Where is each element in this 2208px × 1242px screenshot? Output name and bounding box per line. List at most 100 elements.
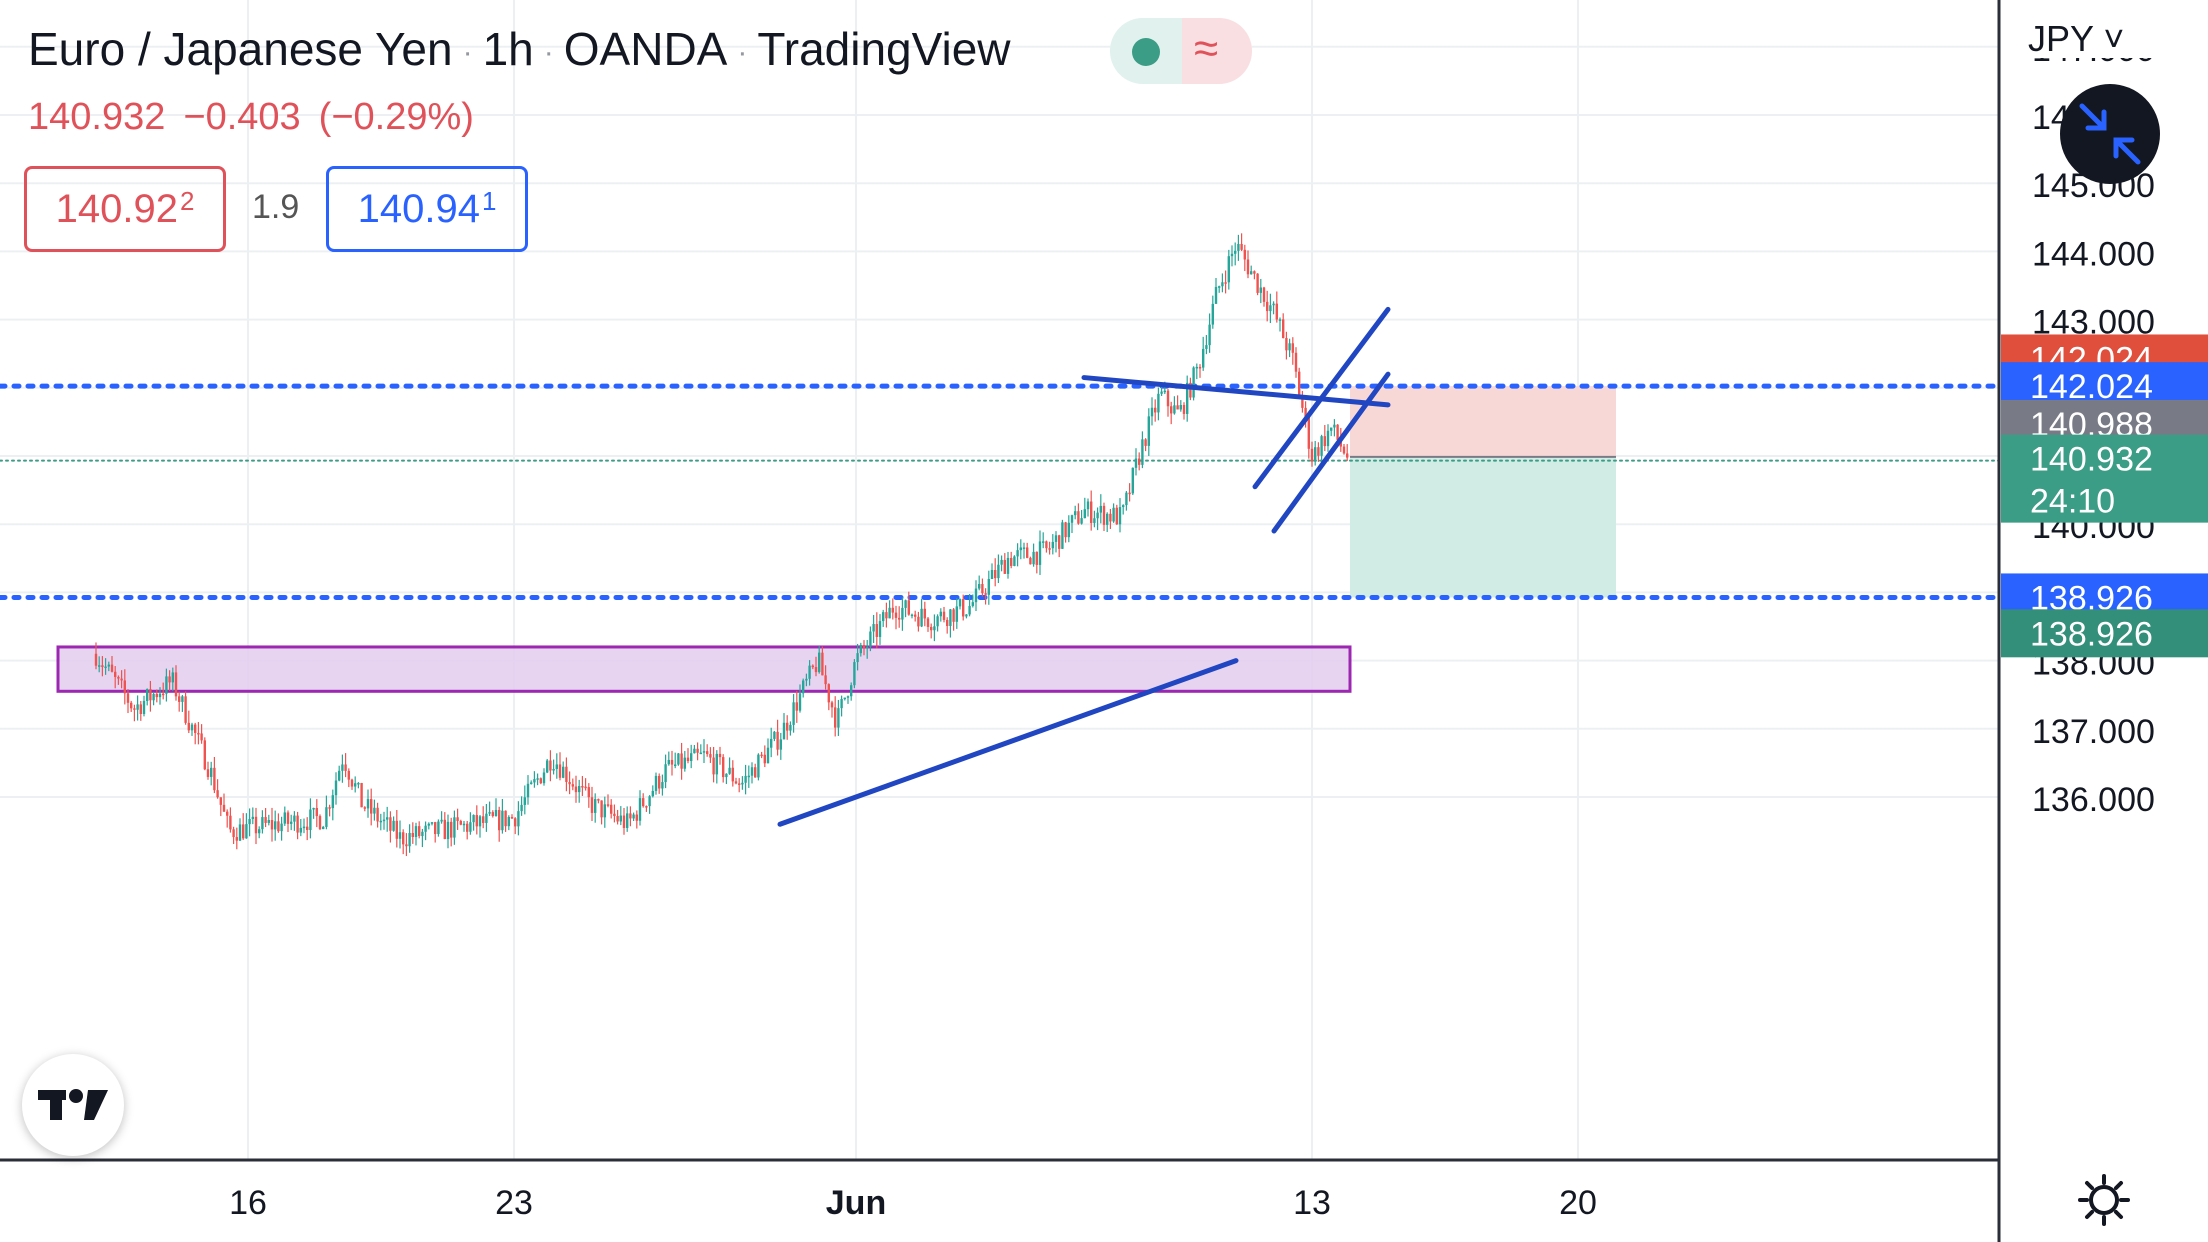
collapse-arrows-icon bbox=[2079, 103, 2141, 165]
candle-body bbox=[1208, 324, 1211, 346]
candle-body bbox=[603, 804, 606, 818]
candle-body bbox=[581, 785, 584, 788]
candle-body bbox=[450, 821, 453, 838]
candle-body bbox=[472, 815, 475, 823]
candle-body bbox=[155, 693, 158, 698]
candle-body bbox=[427, 823, 430, 826]
candle-body bbox=[923, 608, 926, 619]
candle-body bbox=[245, 824, 248, 839]
candle-body bbox=[526, 783, 530, 798]
fullscreen-button[interactable] bbox=[2060, 84, 2160, 184]
trendlines bbox=[777, 306, 1391, 827]
candle-body bbox=[1032, 551, 1035, 565]
price-axis-header-bg bbox=[2001, 0, 2208, 58]
candle-body bbox=[920, 608, 923, 627]
candle-body bbox=[1240, 243, 1243, 250]
candle-body bbox=[626, 813, 629, 828]
candle-body bbox=[539, 778, 542, 784]
candle-body bbox=[190, 724, 194, 731]
candle-body bbox=[997, 564, 1000, 579]
currency-menu[interactable]: JPY ˅ bbox=[2028, 18, 2125, 59]
candle-body bbox=[565, 766, 568, 782]
candle-body bbox=[1019, 547, 1022, 551]
candle-body bbox=[1336, 424, 1339, 440]
market-status-pill[interactable]: ≈ bbox=[1110, 18, 1252, 84]
time-tick-label: Jun bbox=[826, 1184, 886, 1222]
candle-body bbox=[846, 696, 850, 698]
candle-body bbox=[1211, 303, 1214, 325]
demand-zone bbox=[56, 645, 1352, 693]
candle-body bbox=[1250, 271, 1253, 275]
candle-body bbox=[491, 812, 494, 817]
buy-button[interactable]: 140.94 1 bbox=[326, 166, 528, 252]
candle-body bbox=[933, 626, 936, 631]
candle-body bbox=[584, 786, 587, 789]
candle-body bbox=[939, 611, 942, 617]
candle-body bbox=[718, 753, 722, 758]
candle-body bbox=[1042, 541, 1045, 543]
candle-body bbox=[552, 768, 555, 771]
candle-body bbox=[1109, 513, 1112, 522]
sell-button[interactable]: 140.92 2 bbox=[24, 166, 226, 252]
candle-body bbox=[958, 599, 962, 607]
candle-body bbox=[1086, 501, 1090, 510]
candle-body bbox=[462, 823, 466, 826]
candle-body bbox=[187, 722, 190, 731]
candle-body bbox=[856, 653, 859, 663]
candle-body bbox=[360, 782, 363, 808]
candle-body bbox=[392, 820, 395, 831]
candle-body bbox=[1003, 559, 1006, 574]
candle-body bbox=[501, 810, 504, 831]
candle-body bbox=[434, 822, 437, 835]
candle-body bbox=[1016, 550, 1019, 557]
candle-body bbox=[206, 769, 210, 777]
candle-body bbox=[968, 605, 971, 615]
candle-body bbox=[1122, 505, 1125, 508]
tradingview-logo[interactable] bbox=[22, 1054, 124, 1156]
candle-body bbox=[981, 584, 984, 594]
candle-body bbox=[571, 784, 574, 787]
candle-body bbox=[293, 815, 296, 822]
candle-body bbox=[632, 814, 635, 819]
candle-body bbox=[885, 612, 888, 619]
candle-body bbox=[411, 832, 414, 837]
candle-body bbox=[514, 818, 517, 827]
candle-body bbox=[629, 813, 632, 819]
candle-body bbox=[949, 609, 952, 626]
candle-body bbox=[350, 779, 354, 787]
candle-body bbox=[152, 693, 155, 701]
candle-body bbox=[424, 825, 427, 832]
candle-body bbox=[440, 819, 443, 822]
candle-body bbox=[866, 646, 869, 649]
separator: · bbox=[737, 35, 748, 69]
sell-price: 140.92 bbox=[55, 186, 178, 231]
price-label-text: 142.024 bbox=[2030, 368, 2153, 406]
candle-body bbox=[114, 671, 117, 677]
candle-body bbox=[405, 844, 408, 847]
candle-body bbox=[984, 593, 987, 595]
candle-body bbox=[126, 693, 130, 703]
candle-body bbox=[1118, 507, 1122, 525]
candle-body bbox=[142, 700, 146, 714]
symbol-header[interactable]: Euro / Japanese Yen · 1h · OANDA · TradingView bbox=[28, 22, 1011, 76]
candle-body bbox=[1234, 250, 1237, 254]
candle-body bbox=[987, 579, 990, 595]
candle-body bbox=[98, 665, 101, 667]
candle-body bbox=[853, 662, 856, 686]
candle-body bbox=[1141, 439, 1144, 465]
candle-body bbox=[1045, 541, 1048, 549]
candle-body bbox=[763, 754, 766, 764]
candle-body bbox=[168, 676, 171, 683]
candle-body bbox=[1051, 541, 1054, 549]
candle-body bbox=[1266, 301, 1269, 312]
candle-body bbox=[930, 626, 933, 631]
candle-body bbox=[341, 764, 344, 771]
candle-body bbox=[139, 704, 142, 714]
candle-body bbox=[200, 733, 203, 741]
candle-body bbox=[699, 752, 702, 755]
settings-button[interactable] bbox=[2076, 1172, 2132, 1233]
candle-body bbox=[1278, 319, 1282, 321]
candle-body bbox=[597, 799, 600, 801]
candle-body bbox=[389, 817, 392, 831]
